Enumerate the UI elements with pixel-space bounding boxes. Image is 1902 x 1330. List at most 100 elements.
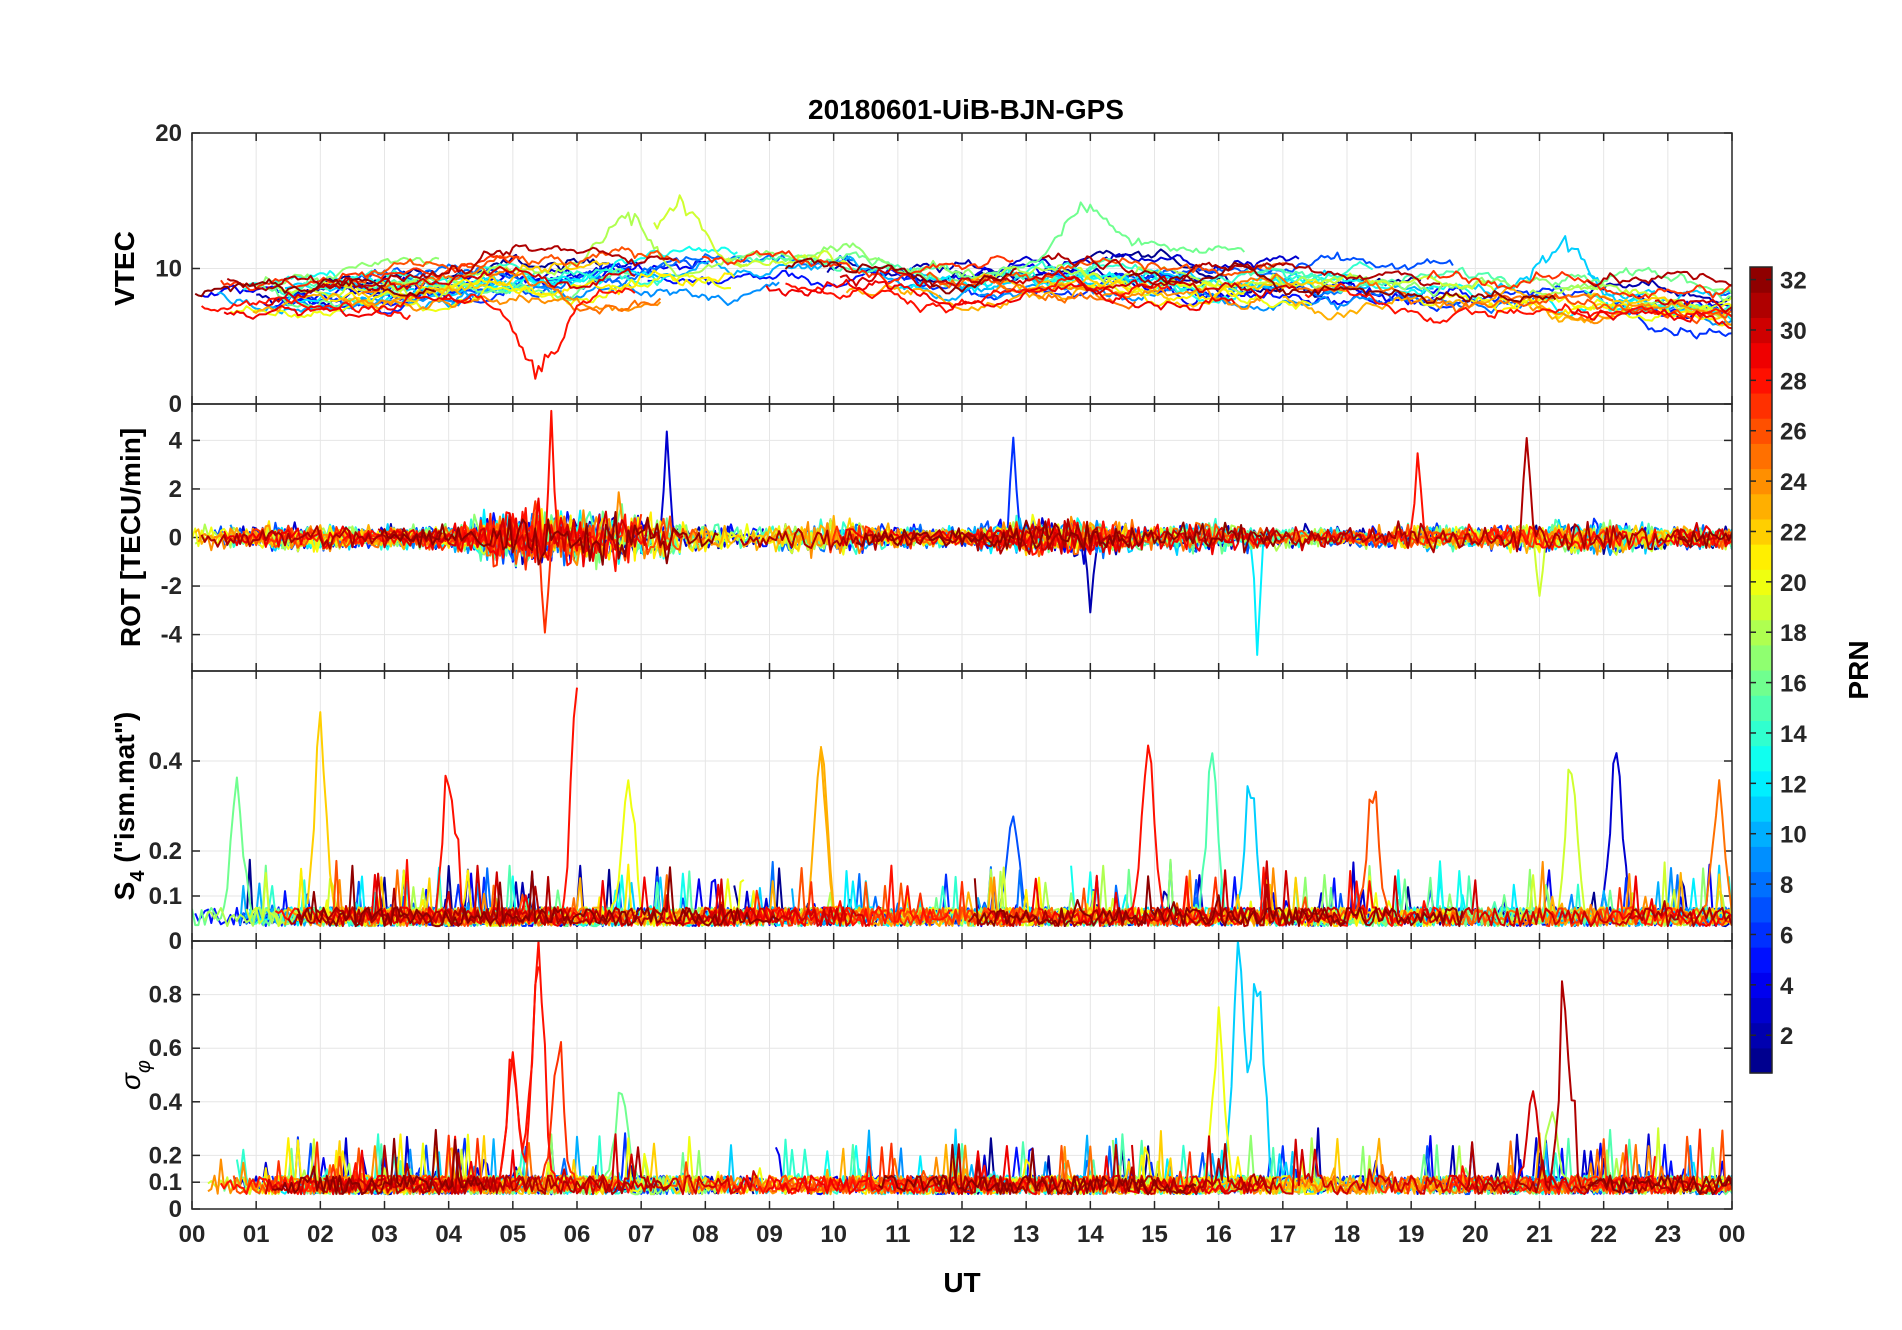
- colorbar-tick-label: 12: [1780, 771, 1807, 798]
- colorbar-swatch-prn-23: [1750, 493, 1772, 520]
- chart-title: 20180601-UiB-BJN-GPS: [808, 94, 1124, 125]
- series-prn-30: [839, 266, 1297, 300]
- series-prn-28: [342, 507, 543, 559]
- ytick-label: 0.4: [149, 748, 183, 775]
- xtick-label: 07: [628, 1221, 655, 1248]
- series-prn-29: [223, 497, 601, 568]
- colorbar-tick-label: 32: [1780, 268, 1807, 295]
- series-prn-30: [1654, 298, 1732, 313]
- ytick-label: 0: [169, 391, 182, 418]
- colorbar-tick-label: 16: [1780, 671, 1807, 698]
- series-prn-28: [708, 1155, 1040, 1196]
- series-prn-31: [287, 875, 729, 927]
- colorbar-swatch-prn-18: [1750, 619, 1772, 646]
- vtec-ylabel: VTEC: [109, 231, 140, 306]
- series-prn-26: [926, 257, 1293, 288]
- colorbar-tick-label: 22: [1780, 519, 1807, 546]
- rot-series: [192, 409, 1732, 656]
- colorbar-swatch-prn-6: [1750, 921, 1772, 948]
- series-prn-2: [1583, 279, 1732, 305]
- series-prn-20: [1083, 280, 1313, 310]
- s4-ylabel: S4 ("ism.mat"): [109, 712, 149, 901]
- series-prn-32: [784, 257, 1017, 295]
- colorbar-tick-label: 14: [1780, 721, 1807, 748]
- s4-series: [192, 687, 1732, 928]
- xtick-label: 15: [1141, 1221, 1168, 1248]
- colorbar-swatch-prn-29: [1750, 342, 1772, 369]
- colorbar-frame: [1749, 266, 1773, 1074]
- series-prn-30: [377, 510, 684, 559]
- sigma_phi-ylabel: σφ: [115, 1060, 155, 1090]
- series-prn-27: [1426, 269, 1732, 300]
- ytick-label: 0.4: [149, 1089, 183, 1116]
- series-prn-28: [200, 296, 411, 321]
- xtick-label: 00: [1719, 1221, 1746, 1248]
- series-prn-29: [839, 518, 1275, 556]
- xtick-label: 14: [1077, 1221, 1104, 1248]
- colorbar-tick-label: 24: [1780, 469, 1807, 496]
- series-prn-30: [1673, 522, 1732, 547]
- series-prn-17: [1712, 287, 1732, 295]
- colorbar-swatch-prn-2: [1750, 1022, 1772, 1049]
- series-prn-32: [272, 1128, 488, 1196]
- colorbar-tick-label: 30: [1780, 318, 1807, 345]
- series-prn-32: [194, 277, 437, 298]
- series-prn-29: [765, 278, 1236, 312]
- x-axis-label: UT: [943, 1267, 980, 1298]
- xtick-label: 00: [179, 1221, 206, 1248]
- xtick-label: 23: [1654, 1221, 1681, 1248]
- colorbar-swatch-prn-5: [1750, 947, 1772, 973]
- panel-rot: -4 -2 0 2 4 ROT [TECU/min]: [115, 403, 1733, 672]
- series-prn-28: [1448, 1156, 1656, 1195]
- xtick-label: 13: [1013, 1221, 1040, 1248]
- series-prn-31: [1587, 270, 1732, 287]
- xtick-label: 18: [1334, 1221, 1361, 1248]
- series-prn-29: [765, 1145, 1265, 1196]
- series-prn-30: [265, 265, 636, 307]
- colorbar-swatch-prn-25: [1750, 443, 1772, 470]
- colorbar-swatch-prn-22: [1750, 518, 1772, 545]
- colorbar-swatch-prn-15: [1750, 695, 1772, 721]
- series-prn-31: [329, 1144, 671, 1196]
- series-prn-28: [1127, 744, 1441, 927]
- xtick-label: 11: [885, 1221, 910, 1248]
- colorbar-swatch-prn-20: [1750, 569, 1772, 596]
- series-prn-6: [1394, 284, 1732, 340]
- colorbar-tick-label: 18: [1780, 620, 1807, 647]
- xtick-label: 20: [1462, 1221, 1489, 1248]
- colorbar-label: PRN: [1843, 640, 1874, 699]
- series-prn-31: [1259, 437, 1695, 554]
- colorbar-swatch-prn-19: [1750, 594, 1772, 621]
- ytick-label: 0: [169, 928, 182, 955]
- colorbar-swatch-prn-17: [1750, 644, 1772, 671]
- xtick-label: 04: [435, 1221, 462, 1248]
- series-prn-19: [1622, 288, 1732, 311]
- colorbar-tick-label: 8: [1780, 872, 1793, 899]
- rot-ylabel: ROT [TECU/min]: [115, 428, 146, 647]
- colorbar-swatch-prn-14: [1750, 720, 1772, 747]
- vtec-series: [194, 194, 1732, 380]
- series-prn-23: [252, 285, 462, 314]
- xtick-label: 16: [1205, 1221, 1232, 1248]
- series-prn-22: [323, 260, 610, 303]
- colorbar-swatch-prn-3: [1750, 997, 1772, 1024]
- panel-sigma_phi: 00.10.2 0.4 0.6 0.8 σφ: [115, 940, 1733, 1223]
- colorbar-swatch-prn-10: [1750, 821, 1772, 847]
- xtick-label: 06: [564, 1221, 591, 1248]
- ytick-label: 0.6: [149, 1035, 182, 1062]
- xtick-label: 19: [1398, 1221, 1425, 1248]
- series-prn-27: [701, 250, 1014, 285]
- colorbar-swatch-prn-32: [1750, 267, 1772, 293]
- series-prn-32: [877, 1143, 1197, 1196]
- series-prn-24: [1529, 301, 1732, 326]
- xtick-label: 17: [1269, 1221, 1296, 1248]
- series-prn-21: [1035, 278, 1245, 308]
- series-prn-28: [442, 287, 636, 380]
- series-prn-3: [993, 253, 1300, 276]
- series-prn-23: [1282, 286, 1617, 324]
- colorbar-swatch-prn-27: [1750, 392, 1772, 419]
- series-prn-32: [1587, 1174, 1732, 1196]
- colorbar-swatch-prn-12: [1750, 770, 1772, 797]
